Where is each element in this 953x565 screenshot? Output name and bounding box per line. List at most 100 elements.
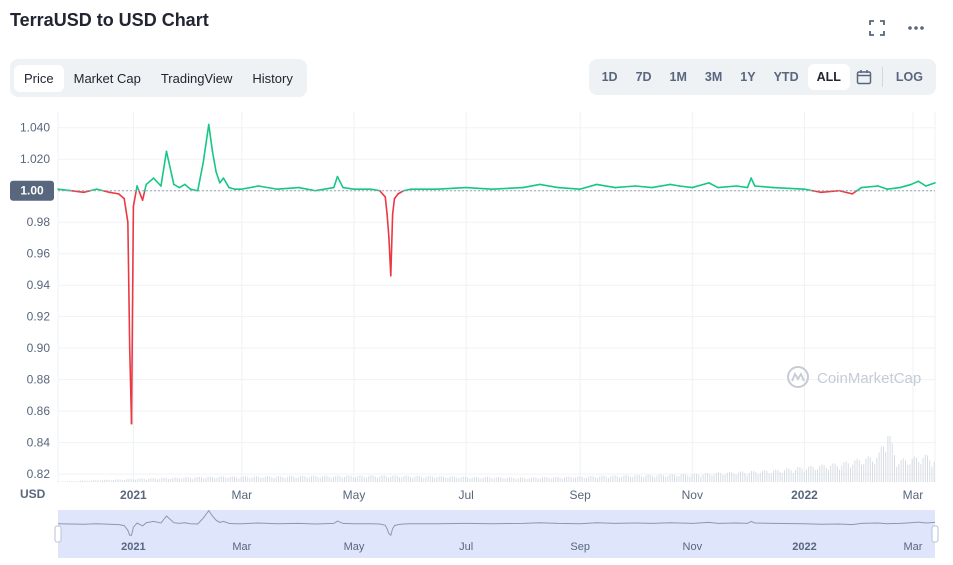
volume-bar [273, 478, 275, 482]
price-segment [669, 183, 681, 187]
volume-bar [86, 480, 88, 482]
volume-bar [887, 436, 889, 482]
volume-bar [575, 477, 576, 482]
volume-bar [511, 477, 513, 482]
volume-bar [275, 476, 277, 482]
volume-bar [286, 476, 288, 482]
volume-bar [192, 478, 194, 482]
price-segment [754, 185, 775, 189]
price-segment [910, 180, 920, 186]
volume-bar [291, 475, 293, 482]
coinmarketcap-logo-mark [791, 372, 805, 382]
volume-bar [564, 477, 565, 482]
range-1d[interactable]: 1D [601, 70, 618, 84]
volume-bar [718, 472, 719, 482]
calendar-icon[interactable] [850, 65, 878, 89]
range-navigator[interactable]: 2021 Mar May Jul Sep Nov 2022 Mar [54, 509, 939, 558]
price-segment [145, 177, 155, 186]
volume-bar [385, 476, 387, 482]
navigator-line [57, 509, 936, 537]
volume-bar [682, 473, 684, 482]
volume-bar [471, 477, 473, 482]
tab-price[interactable]: Price [14, 64, 64, 92]
more-options-icon[interactable] [906, 18, 926, 38]
price-segment [207, 123, 214, 153]
volume-bar [907, 464, 909, 482]
volume-bar [240, 477, 242, 482]
volume-bar [146, 479, 147, 482]
volume-bar [161, 478, 163, 482]
x-tick-label: Mar [903, 488, 924, 502]
fullscreen-icon[interactable] [867, 18, 887, 38]
navigator-tick-label: 2021 [121, 541, 145, 553]
volume-bar [495, 477, 497, 482]
volume-bar [91, 480, 92, 482]
range-3m[interactable]: 3M [704, 70, 723, 84]
volume-bar [187, 477, 189, 482]
volume-bar [135, 479, 136, 482]
y-unit-label: USD [20, 487, 46, 501]
volume-bar [806, 469, 807, 482]
volume-bar [594, 477, 596, 482]
volume-bar [436, 477, 438, 482]
volume-bar [194, 477, 196, 482]
volume-bar [504, 478, 506, 482]
volume-bar [190, 477, 191, 482]
volume-bar [623, 475, 625, 482]
volume-bar [62, 481, 64, 482]
volume-bar [223, 476, 224, 482]
volume-bar [282, 477, 284, 482]
y-axis: 0.82 0.84 0.86 0.88 0.90 0.92 0.94 0.96 0.98 1.02… [20, 121, 50, 481]
log-scale-toggle[interactable]: LOG [895, 70, 923, 84]
volume-bar [447, 477, 449, 482]
volume-bar [333, 476, 334, 482]
range-1y[interactable]: 1Y [740, 70, 756, 84]
tab-history[interactable]: History [252, 70, 293, 86]
volume-bar [469, 478, 471, 482]
volume-bar [84, 480, 86, 482]
volume-bar [735, 475, 737, 482]
volume-bar [768, 473, 770, 482]
price-segment [82, 189, 91, 194]
tab-market-cap[interactable]: Market Cap [73, 70, 141, 86]
volume-bar [425, 476, 427, 482]
volume-bar [315, 476, 317, 482]
volume-bar [460, 477, 462, 482]
volume-bar [335, 475, 337, 482]
volume-bar [757, 474, 759, 482]
y-tick-label: 0.96 [27, 247, 51, 261]
price-segment [820, 189, 841, 194]
volume-bar [154, 478, 156, 482]
volume-bar [366, 477, 367, 482]
range-1m[interactable]: 1M [669, 70, 687, 84]
volume-bar [132, 479, 134, 482]
volume-bar [328, 476, 330, 482]
volume-bar [293, 476, 295, 482]
volume-bar [368, 476, 370, 482]
navigator-selection [58, 510, 935, 558]
volume-bar [621, 476, 623, 482]
price-segment [538, 183, 559, 189]
volume-bar [394, 475, 396, 482]
volume-bar [869, 457, 871, 482]
volume-bar [726, 472, 728, 482]
range-all[interactable]: ALL [807, 64, 850, 90]
volume-bar [619, 477, 620, 482]
navigator-tick-label: Sep [570, 541, 590, 553]
price-segment [651, 183, 672, 189]
volume-bar [693, 473, 695, 482]
volume-bar [927, 455, 928, 482]
volume-bar [269, 476, 271, 482]
range-ytd[interactable]: YTD [773, 70, 799, 84]
volume-bar [438, 476, 440, 482]
price-segment [123, 197, 129, 224]
volume-bar [634, 475, 636, 482]
range-7d[interactable]: 7D [635, 70, 652, 84]
tab-tradingview[interactable]: TradingView [160, 70, 233, 86]
price-segment [886, 186, 901, 190]
watermark: CoinMarketCap [787, 366, 921, 388]
volume-bar [520, 477, 521, 482]
watermark-text: CoinMarketCap [817, 370, 921, 387]
volume-bar [784, 470, 785, 482]
